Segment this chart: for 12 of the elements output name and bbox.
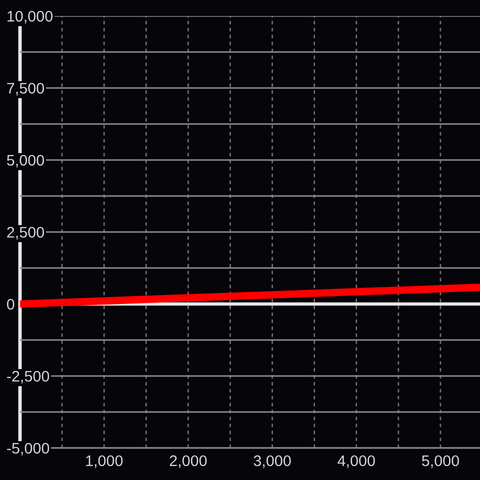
x-tick-label: 4,000 [338,455,375,468]
y-tick-label: -5,000 [7,442,50,456]
x-tick-label: 5,000 [422,455,459,468]
y-tick-label: 2,500 [7,226,44,240]
x-tick-label: 2,000 [170,455,207,468]
y-tick-label: 10,000 [8,10,53,24]
y-tick-label: -2,500 [7,370,50,384]
y-tick-label: 7,500 [7,82,44,96]
x-tick-label: 1,000 [86,455,123,468]
y-tick-label: 5,000 [7,154,44,168]
x-tick-label: 3,000 [254,455,291,468]
y-tick-label: 0 [6,298,14,310]
